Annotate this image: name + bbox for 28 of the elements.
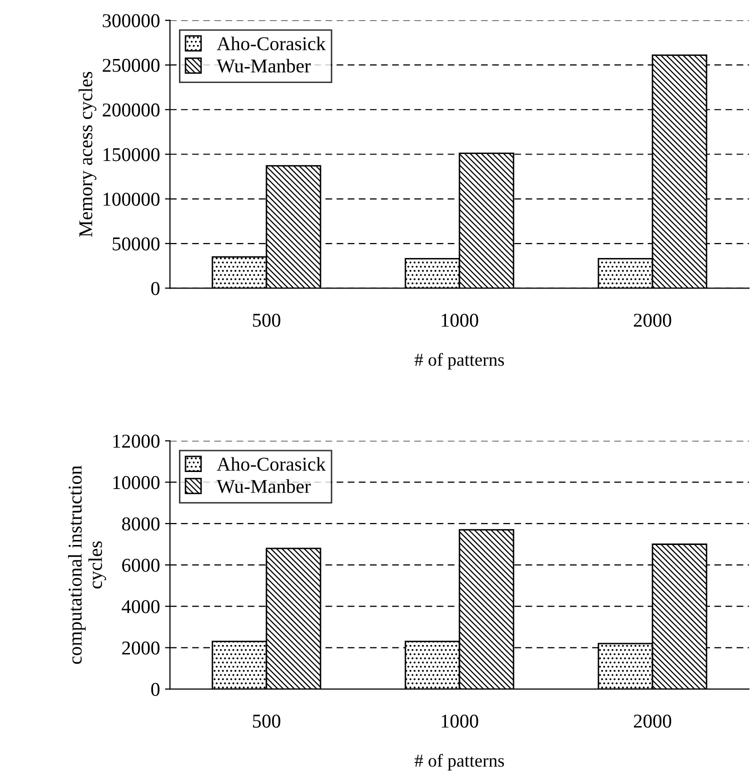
y-tick-label: 10000 xyxy=(113,476,160,490)
x-tick-label: 500 xyxy=(253,714,280,728)
x-axis-title: # of patterns xyxy=(414,353,504,370)
y-tick-label: 250000 xyxy=(102,58,160,72)
x-tick-label: 500 xyxy=(253,314,280,327)
x-tick-label: 1000 xyxy=(442,714,478,728)
y-tick-label: 2000 xyxy=(122,641,160,655)
legend-label: Wu-Manber xyxy=(216,58,311,73)
y-tick-label: 6000 xyxy=(122,558,160,572)
x-axis-title: # of patterns xyxy=(414,754,504,770)
y-tick-label: 4000 xyxy=(122,600,160,614)
y-tick-label: 300000 xyxy=(102,14,160,28)
y-tick-label: 200000 xyxy=(102,103,160,117)
x-tick-label: 2000 xyxy=(634,314,672,327)
legend-label: Aho-Corasick xyxy=(216,36,326,50)
x-tick-label: 1000 xyxy=(442,314,478,327)
legend-label: Aho-Corasick xyxy=(216,457,326,471)
y-tick-label: 8000 xyxy=(122,517,160,531)
legend-label: Wu-Manber xyxy=(216,479,311,494)
y-axis-title: Memory acess cycles xyxy=(78,72,96,237)
y-tick-label: 150000 xyxy=(104,148,160,162)
y-tick-label: 100000 xyxy=(104,192,160,206)
y-tick-label: 0 xyxy=(151,282,160,296)
y-tick-label: 50000 xyxy=(112,237,160,250)
y-tick-label: 12000 xyxy=(113,434,160,448)
x-tick-label: 2000 xyxy=(634,714,672,728)
y-tick-label: 0 xyxy=(151,682,160,696)
y-axis-title: computational instruction cycles xyxy=(68,466,106,664)
